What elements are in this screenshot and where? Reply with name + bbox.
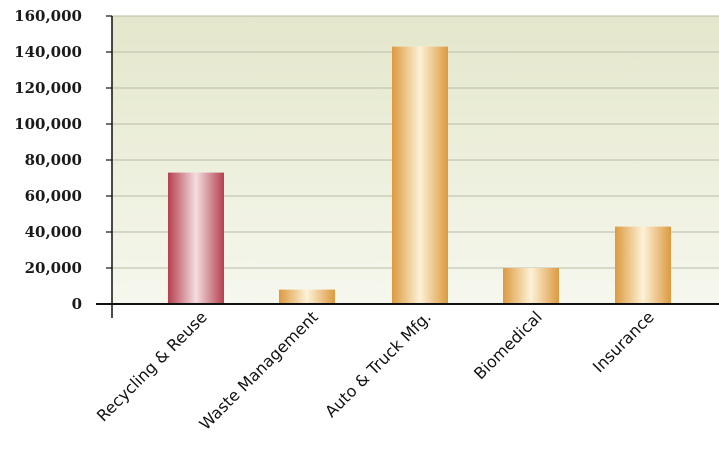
x-tick-label: Recycling & Reuse bbox=[93, 307, 211, 425]
y-tick-label: 120,000 bbox=[14, 79, 82, 97]
bar-biomedical bbox=[503, 268, 559, 304]
y-tick-label: 140,000 bbox=[14, 43, 82, 61]
x-tick-label: Insurance bbox=[589, 307, 658, 376]
y-tick-label: 80,000 bbox=[25, 151, 82, 169]
y-tick-label: 40,000 bbox=[25, 223, 82, 241]
y-tick-labels: 0 20,000 40,000 60,000 80,000 100,000 120,000 1… bbox=[14, 7, 82, 313]
x-tick-label: Auto & Truck Mfg. bbox=[321, 307, 435, 421]
bar-recycling-reuse bbox=[168, 172, 224, 304]
bar-insurance bbox=[615, 226, 671, 304]
y-tick-label: 0 bbox=[72, 295, 82, 313]
y-tick-label: 60,000 bbox=[25, 187, 82, 205]
y-tick-label: 100,000 bbox=[14, 115, 82, 133]
bar-waste-management bbox=[279, 289, 335, 304]
bars bbox=[168, 46, 671, 304]
y-tick-label: 20,000 bbox=[25, 259, 82, 277]
bar-auto-truck-mfg bbox=[392, 46, 448, 304]
x-tick-label: Biomedical bbox=[470, 307, 546, 383]
x-tick-label: Waste Management bbox=[196, 307, 322, 433]
y-tick-label: 160,000 bbox=[14, 7, 82, 25]
